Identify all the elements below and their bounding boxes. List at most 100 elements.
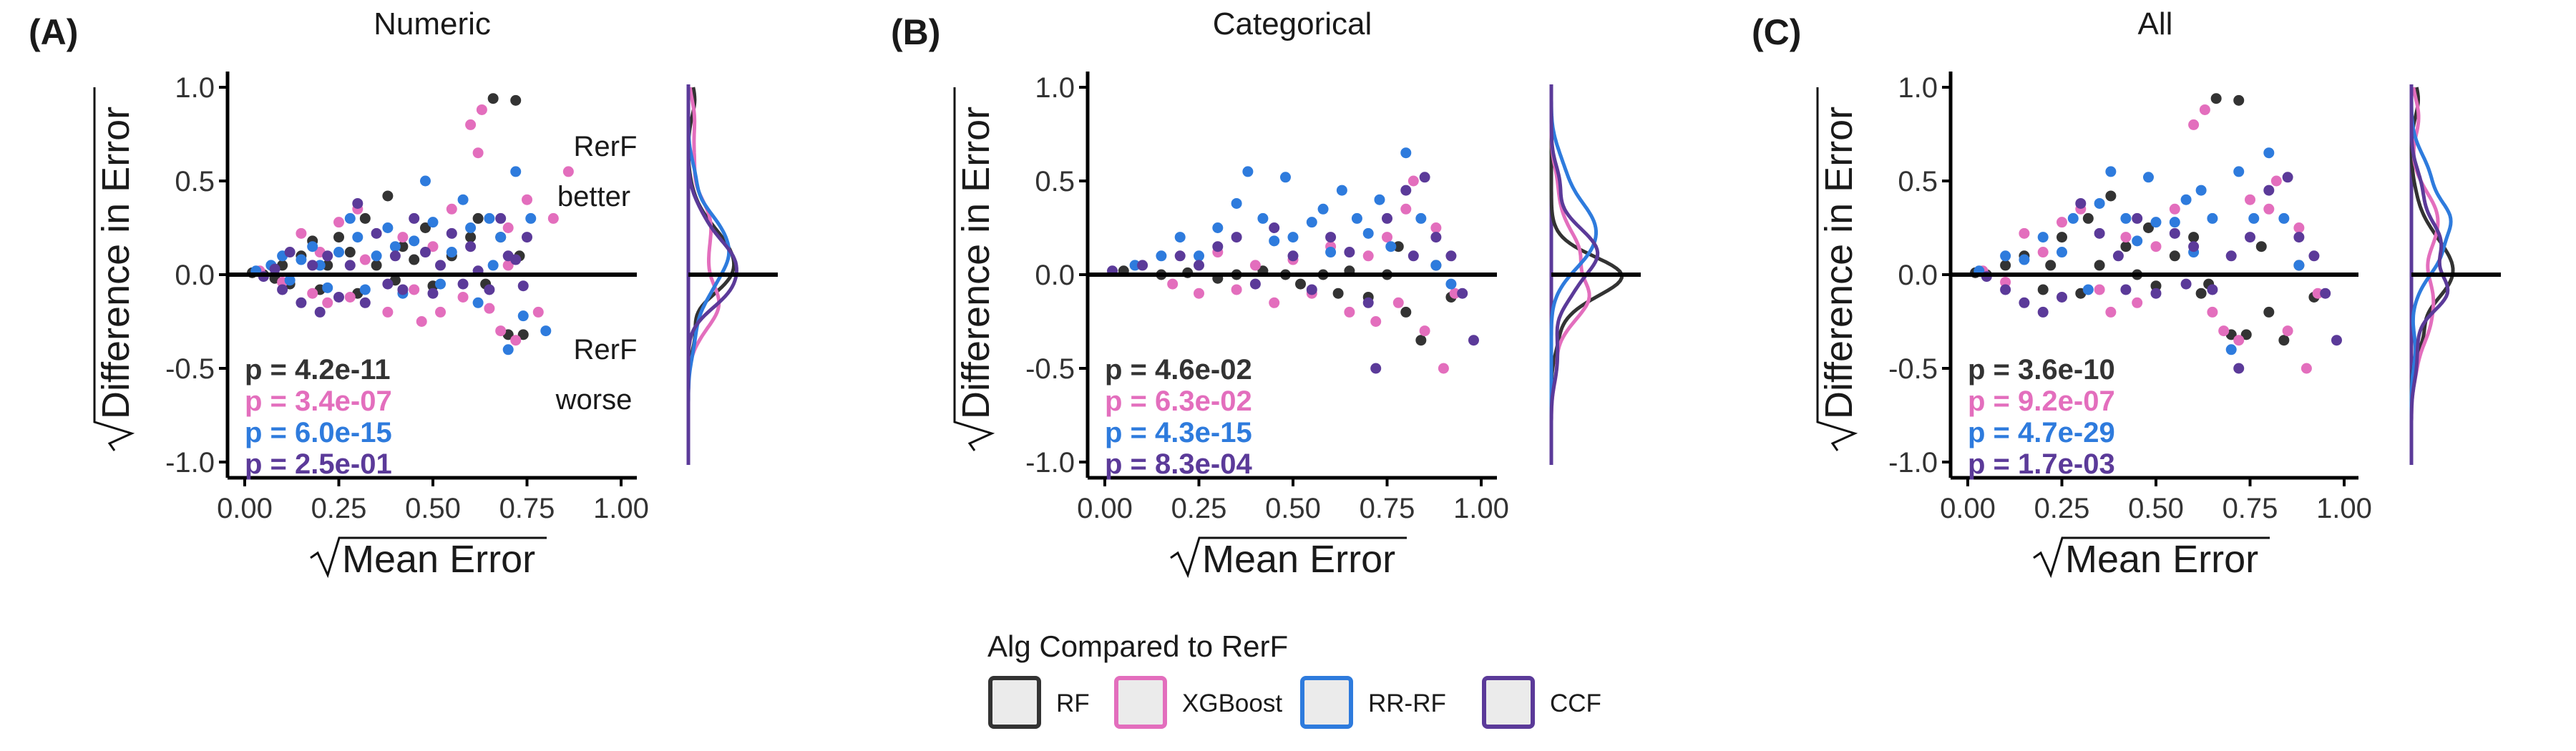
data-point bbox=[1231, 232, 1242, 243]
data-point bbox=[484, 212, 495, 224]
data-point bbox=[2245, 194, 2255, 205]
legend-swatch bbox=[1482, 676, 1535, 729]
series-RR-RF bbox=[1129, 147, 1457, 290]
legend-item-XGBoost: XGBoost bbox=[1114, 676, 1282, 729]
data-point bbox=[1362, 250, 1374, 262]
data-point bbox=[502, 260, 514, 271]
data-point bbox=[333, 232, 344, 243]
data-point bbox=[352, 197, 364, 209]
data-point bbox=[2278, 212, 2290, 224]
x-tick-label: 0.25 bbox=[311, 493, 367, 524]
x-tick-label: 0.25 bbox=[1171, 493, 1227, 524]
data-point bbox=[495, 212, 507, 224]
p-value: p = 6.3e-02 bbox=[1105, 386, 1252, 417]
data-point bbox=[484, 303, 495, 314]
x-tick-label: 0.25 bbox=[2034, 493, 2090, 524]
data-point bbox=[2255, 241, 2267, 252]
p-value: p = 4.6e-02 bbox=[1105, 354, 1252, 386]
p-value: p = 6.0e-15 bbox=[245, 417, 392, 448]
data-point bbox=[465, 241, 477, 252]
data-point bbox=[1194, 260, 1204, 271]
legend: Alg Compared to RerF RF XGBoost RR-RF CCF bbox=[987, 629, 1601, 729]
y-tick-label: 1.0 bbox=[1035, 72, 1075, 104]
panel-letter: (C) bbox=[1752, 12, 1801, 52]
data-point bbox=[2195, 288, 2207, 299]
p-value: p = 1.7e-03 bbox=[1968, 448, 2115, 480]
data-point bbox=[419, 222, 431, 233]
y-tick-label: 0.0 bbox=[1035, 260, 1075, 291]
data-point bbox=[1325, 232, 1337, 243]
data-point bbox=[322, 297, 333, 308]
panel-letter: (B) bbox=[891, 12, 940, 52]
data-point bbox=[472, 212, 484, 224]
y-axis-label: Difference in Error bbox=[955, 107, 997, 419]
legend-label: XGBoost bbox=[1182, 689, 1282, 717]
data-point bbox=[1137, 260, 1148, 271]
data-point bbox=[487, 260, 499, 271]
series-XGBoost bbox=[1977, 104, 2323, 374]
data-point bbox=[2067, 212, 2079, 224]
data-point bbox=[284, 275, 296, 286]
data-point bbox=[2150, 241, 2162, 252]
data-point bbox=[1269, 222, 1280, 233]
data-point bbox=[296, 254, 307, 265]
data-point bbox=[371, 260, 382, 271]
data-point bbox=[522, 232, 532, 243]
data-point bbox=[446, 203, 457, 215]
data-point bbox=[2112, 250, 2124, 262]
x-label-radical bbox=[310, 536, 547, 579]
data-point bbox=[344, 247, 356, 258]
y-axis-label: Difference in Error bbox=[1818, 107, 1860, 419]
y-tick-label: -0.5 bbox=[1888, 353, 1938, 385]
data-point bbox=[484, 284, 495, 295]
data-point bbox=[2019, 227, 2030, 239]
y-tick-label: 0.5 bbox=[175, 166, 215, 197]
data-point bbox=[397, 284, 409, 295]
annotation-better-1: RerF bbox=[574, 131, 638, 162]
data-point bbox=[2225, 250, 2237, 262]
data-point bbox=[2270, 175, 2282, 187]
data-point bbox=[495, 232, 507, 243]
data-point bbox=[359, 297, 371, 308]
data-point bbox=[540, 325, 552, 337]
data-point bbox=[1382, 212, 1392, 224]
data-point bbox=[1430, 222, 1442, 233]
data-point bbox=[2120, 284, 2132, 295]
x-tick-label: 1.00 bbox=[1453, 493, 1509, 524]
data-point bbox=[2199, 104, 2210, 115]
data-point bbox=[2037, 284, 2049, 295]
y-tick-label: -1.0 bbox=[165, 447, 215, 478]
annotations: RerF better RerF worse bbox=[555, 131, 638, 416]
data-point bbox=[2263, 147, 2275, 159]
data-point bbox=[1407, 175, 1419, 187]
data-point bbox=[1438, 363, 1449, 374]
x-label-radical bbox=[1170, 536, 1407, 579]
data-point bbox=[2282, 325, 2293, 337]
panel-title: Numeric bbox=[374, 6, 491, 41]
y-label-radical bbox=[953, 87, 995, 451]
data-point bbox=[1468, 335, 1479, 346]
x-tick-label: 0.75 bbox=[499, 493, 555, 524]
data-point bbox=[2000, 260, 2011, 271]
data-point bbox=[2094, 197, 2105, 209]
x-tick-label: 0.50 bbox=[1265, 493, 1321, 524]
panel-0: (A) Numeric 1.0 0.5 0.0 -0.5 -1.00.00 0.25 0.50 0… bbox=[29, 6, 778, 581]
x-tick-label: 0.75 bbox=[1360, 493, 1415, 524]
x-tick-label: 0.50 bbox=[2128, 493, 2184, 524]
legend-swatch bbox=[988, 676, 1041, 729]
data-point bbox=[2169, 203, 2180, 215]
data-point bbox=[2057, 232, 2067, 243]
data-point bbox=[2312, 288, 2323, 299]
data-point bbox=[1287, 232, 1299, 243]
data-point bbox=[322, 260, 333, 271]
data-point bbox=[344, 212, 356, 224]
data-point bbox=[296, 297, 307, 308]
data-point bbox=[419, 175, 431, 187]
data-point bbox=[389, 250, 401, 262]
y-tick-label: 1.0 bbox=[175, 72, 215, 104]
data-point bbox=[1167, 278, 1179, 290]
data-point bbox=[517, 310, 529, 322]
data-point bbox=[2120, 241, 2132, 252]
data-point bbox=[2075, 197, 2087, 209]
y-label-radical bbox=[1816, 87, 1858, 451]
